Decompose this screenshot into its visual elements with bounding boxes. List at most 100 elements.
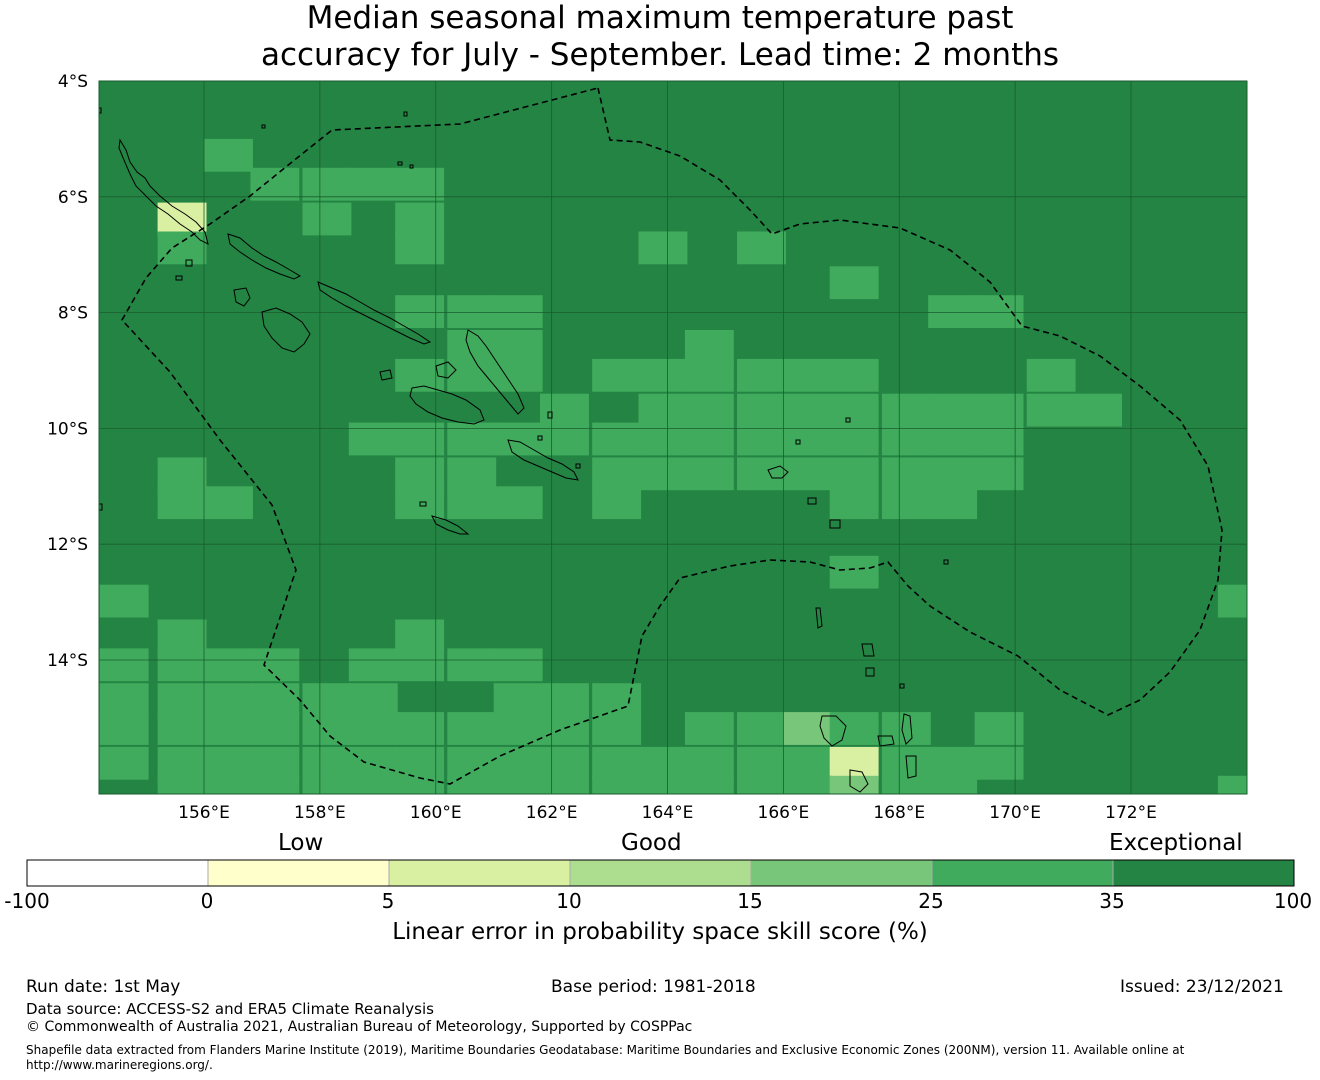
lon-tick-label: 172°E bbox=[1105, 803, 1157, 823]
lat-tick-label: 14°S bbox=[47, 651, 88, 671]
skill-cell bbox=[737, 358, 786, 392]
skill-cell bbox=[592, 683, 642, 716]
skill-cell bbox=[99, 683, 149, 716]
coastline-santa-cruz bbox=[767, 465, 789, 479]
issued-date: Issued: 23/12/2021 bbox=[1120, 977, 1284, 997]
skill-cell bbox=[204, 683, 253, 716]
lon-tick-label: 160°E bbox=[410, 803, 462, 823]
lon-tick-label: 162°E bbox=[526, 803, 578, 823]
skill-cell bbox=[974, 295, 1024, 328]
skill-cell bbox=[592, 712, 642, 745]
colorbar-bin bbox=[26, 859, 209, 887]
skill-cell bbox=[829, 393, 879, 427]
graticule bbox=[99, 81, 1247, 794]
skill-cell bbox=[881, 393, 931, 427]
skill-cell bbox=[974, 746, 1024, 780]
colorbar bbox=[26, 859, 1295, 887]
skill-cell bbox=[638, 457, 688, 491]
colorbar-bin bbox=[750, 859, 933, 887]
lon-tick-label: 166°E bbox=[758, 803, 810, 823]
lat-tick-label: 4°S bbox=[58, 72, 88, 92]
skill-cell bbox=[684, 393, 734, 427]
skill-cell bbox=[348, 775, 398, 794]
skill-cell bbox=[447, 775, 497, 794]
skill-cell bbox=[204, 486, 253, 520]
skill-cell bbox=[348, 422, 398, 456]
skill-cell bbox=[348, 167, 398, 201]
coastline-maewo bbox=[865, 667, 875, 677]
skill-cell bbox=[302, 746, 352, 780]
lon-tick-label: 164°E bbox=[642, 803, 694, 823]
skill-cell bbox=[783, 358, 833, 392]
skill-cell bbox=[684, 422, 734, 456]
title-line-1: Median seasonal maximum temperature past bbox=[306, 0, 1014, 36]
skill-cell bbox=[157, 712, 207, 745]
skill-cell bbox=[737, 775, 786, 794]
data-source: Data source: ACCESS-S2 and ERA5 Climate … bbox=[26, 1000, 434, 1018]
skill-cell bbox=[1073, 393, 1122, 427]
colorbar-tick-label: 100 bbox=[1273, 889, 1313, 913]
skill-cell bbox=[928, 422, 978, 456]
skill-cell bbox=[250, 775, 300, 794]
map-frame bbox=[98, 80, 1248, 795]
colorbar-tick-label: 35 bbox=[1099, 889, 1125, 913]
skill-cell bbox=[737, 393, 786, 427]
lon-tick-label: 170°E bbox=[989, 803, 1041, 823]
coastline-vanikoro bbox=[829, 519, 841, 529]
lon-tick-label: 168°E bbox=[873, 803, 925, 823]
skill-cell bbox=[348, 712, 398, 745]
coastline-espiritu-santo bbox=[819, 715, 847, 747]
shapefile-credit: Shapefile data extracted from Flanders M… bbox=[26, 1043, 1276, 1073]
skill-cell bbox=[1217, 584, 1247, 618]
skill-cell bbox=[592, 422, 642, 456]
skill-cell bbox=[1026, 393, 1076, 427]
skill-cell bbox=[592, 746, 642, 780]
skill-cell bbox=[783, 393, 833, 427]
skill-cell bbox=[447, 746, 497, 780]
skill-cell bbox=[684, 457, 734, 491]
colorbar-word-low: Low bbox=[278, 830, 324, 856]
skill-cell bbox=[250, 746, 300, 780]
skill-cell bbox=[1217, 775, 1247, 794]
skill-cell bbox=[157, 231, 207, 265]
skill-cell bbox=[157, 683, 207, 716]
skill-cell bbox=[540, 422, 589, 456]
skill-cell bbox=[684, 775, 734, 794]
coastline-guadalcanal bbox=[409, 385, 485, 425]
skill-cell bbox=[783, 457, 833, 491]
skill-cell bbox=[447, 330, 497, 363]
lon-tick-label: 158°E bbox=[294, 803, 346, 823]
skill-cell bbox=[99, 746, 149, 780]
skill-cell bbox=[157, 486, 207, 520]
coastline-malaita bbox=[465, 329, 525, 415]
skill-cell bbox=[157, 202, 207, 236]
title-line-2: accuracy for July - September. Lead time… bbox=[260, 37, 1060, 73]
colorbar-tick-label: 10 bbox=[556, 889, 582, 913]
skill-cell bbox=[302, 167, 352, 201]
skill-cell bbox=[395, 231, 445, 265]
skill-cell bbox=[447, 712, 497, 745]
skill-cell bbox=[638, 358, 688, 392]
skill-cell bbox=[592, 486, 642, 520]
colorbar-bin bbox=[569, 859, 752, 887]
coastline-new-georgia bbox=[261, 307, 311, 353]
coastline-torres-islands bbox=[815, 607, 823, 629]
skill-cell bbox=[737, 712, 786, 745]
skill-cell bbox=[783, 712, 833, 745]
skill-cell bbox=[447, 358, 497, 392]
skill-cell bbox=[684, 330, 734, 363]
skill-cell bbox=[250, 712, 300, 745]
coastline-santa-isabel bbox=[317, 281, 432, 345]
skill-cell bbox=[493, 683, 543, 716]
lat-tick-label: 12°S bbox=[47, 535, 88, 555]
skill-cell bbox=[783, 746, 833, 780]
eez-boundary bbox=[121, 87, 1223, 785]
skill-cell bbox=[928, 775, 978, 794]
colorbar-bin bbox=[1112, 859, 1295, 887]
skill-cell bbox=[592, 358, 642, 392]
run-date: Run date: 1st May bbox=[26, 977, 181, 997]
skill-cell bbox=[99, 648, 149, 682]
skill-cell bbox=[447, 295, 497, 328]
skill-cell bbox=[684, 712, 734, 745]
skill-cell bbox=[638, 393, 688, 427]
